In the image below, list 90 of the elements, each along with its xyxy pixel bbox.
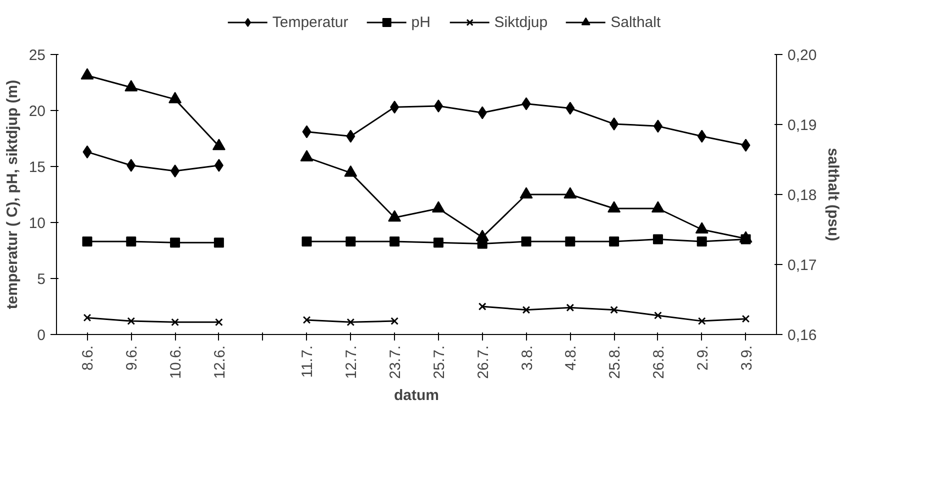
point [522,97,531,110]
point [608,201,621,212]
legend-label: Temperatur [272,14,348,30]
point [126,236,136,247]
x-tick-label: 4.8. [562,345,580,371]
y2-axis-title: salthalt (psu) [824,148,842,242]
point [82,145,92,158]
x-tick-label: 2.9. [694,345,712,371]
point [170,238,180,248]
x-tick-label: 26.8. [650,345,668,379]
y2-tick-label: 0,18 [788,187,817,204]
x-tick-label: 25.7. [430,345,448,379]
point [302,125,312,138]
point [565,236,576,247]
point [390,236,400,247]
point [346,318,355,326]
point [214,238,224,248]
point [564,187,577,198]
point [83,314,92,322]
point [566,102,575,115]
point [127,317,136,325]
y-tick-label: 15 [28,159,46,176]
y2-tick-label: 0,17 [788,257,817,274]
point [739,231,752,243]
y-tick-label: 25 [28,47,46,64]
x-tick-label: 3.8. [518,345,536,371]
point [214,158,224,172]
point [742,314,750,323]
y2-tick-label: 0,19 [788,117,817,134]
point [390,317,398,325]
x-tick-label: 3.9. [738,345,756,371]
legend-label: pH [411,14,432,30]
y-tick-label: 10 [28,215,46,232]
point [388,210,402,222]
y-tick-label: 20 [28,103,46,120]
x-tick-label: 26.7. [474,345,492,379]
point [478,106,487,120]
point [741,138,750,152]
y-tick-label: 0 [37,327,46,344]
y-tick-label: 5 [37,271,46,288]
point [434,100,443,113]
y-axis-title: temperatur ( C), pH, siktdjup (m) [4,80,21,310]
point [80,68,94,80]
x-tick-label: 12.6. [211,345,228,379]
point [654,312,662,320]
point [695,222,708,234]
point [652,234,663,244]
x-tick-label: 10.6. [168,345,185,379]
point [432,201,445,212]
x-tick-label: 8.6. [80,345,97,371]
point [478,302,486,310]
legend-label: Siktdjup [494,14,548,30]
point [433,238,444,248]
point [82,236,92,247]
y2-tick-label: 0,16 [788,327,817,344]
point [610,306,618,314]
point [653,120,662,133]
point [698,317,706,325]
point [651,201,664,212]
x-tick-label: 12.7. [343,345,360,379]
point [302,316,311,324]
point [212,138,226,150]
point [476,230,489,242]
point [697,130,706,143]
point [566,304,574,312]
point [346,236,356,247]
point [168,92,182,104]
point [610,117,619,130]
x-tick-label: 11.7. [299,346,316,378]
point [696,236,707,247]
point [609,236,620,247]
point [390,100,400,114]
point [520,187,533,198]
point [124,80,138,92]
x-axis-title: datum [394,386,439,404]
point [346,130,356,143]
y2-tick-label: 0,20 [788,47,817,64]
x-tick-label: 23.7. [387,345,404,379]
x-tick-label: 25.8. [606,345,624,379]
legend-label: Salthalt [610,14,661,30]
point [521,236,532,247]
x-tick-label: 9.6. [124,345,141,371]
point [170,164,180,178]
point [300,150,314,162]
point [302,236,312,247]
point [126,158,136,172]
point [215,318,223,326]
point [344,165,358,177]
point [522,306,530,314]
point [171,318,179,326]
